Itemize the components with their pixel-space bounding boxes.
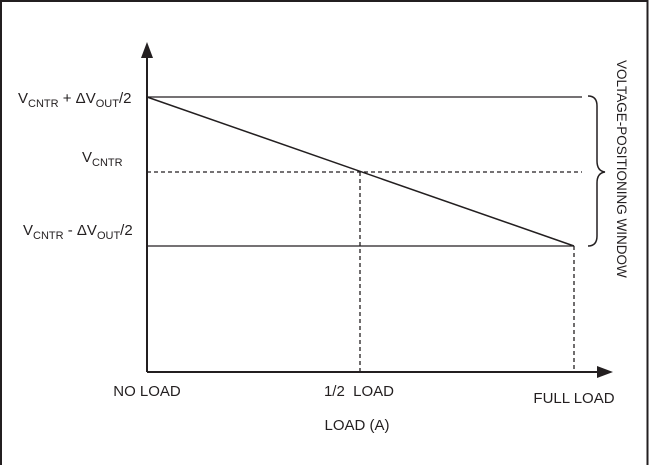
x-tick-no-load: NO LOAD <box>113 383 181 400</box>
load-line <box>146 96 575 247</box>
y-axis-arrowhead <box>141 42 153 58</box>
x-axis-arrowhead <box>597 366 613 378</box>
x-axis-title: LOAD (A) <box>324 417 389 434</box>
window-bracket <box>587 95 606 247</box>
window-label: VOLTAGE-POSITIONING WINDOW <box>614 60 629 278</box>
x-tick-half-load: 1/2 LOAD <box>324 383 394 400</box>
y-label-upper: VCNTR + ΔVOUT/2 <box>18 90 131 110</box>
y-label-lower: VCNTR - ΔVOUT/2 <box>23 222 133 242</box>
x-tick-full-load: FULL LOAD <box>533 390 614 407</box>
y-label-center: VCNTR <box>82 149 123 169</box>
